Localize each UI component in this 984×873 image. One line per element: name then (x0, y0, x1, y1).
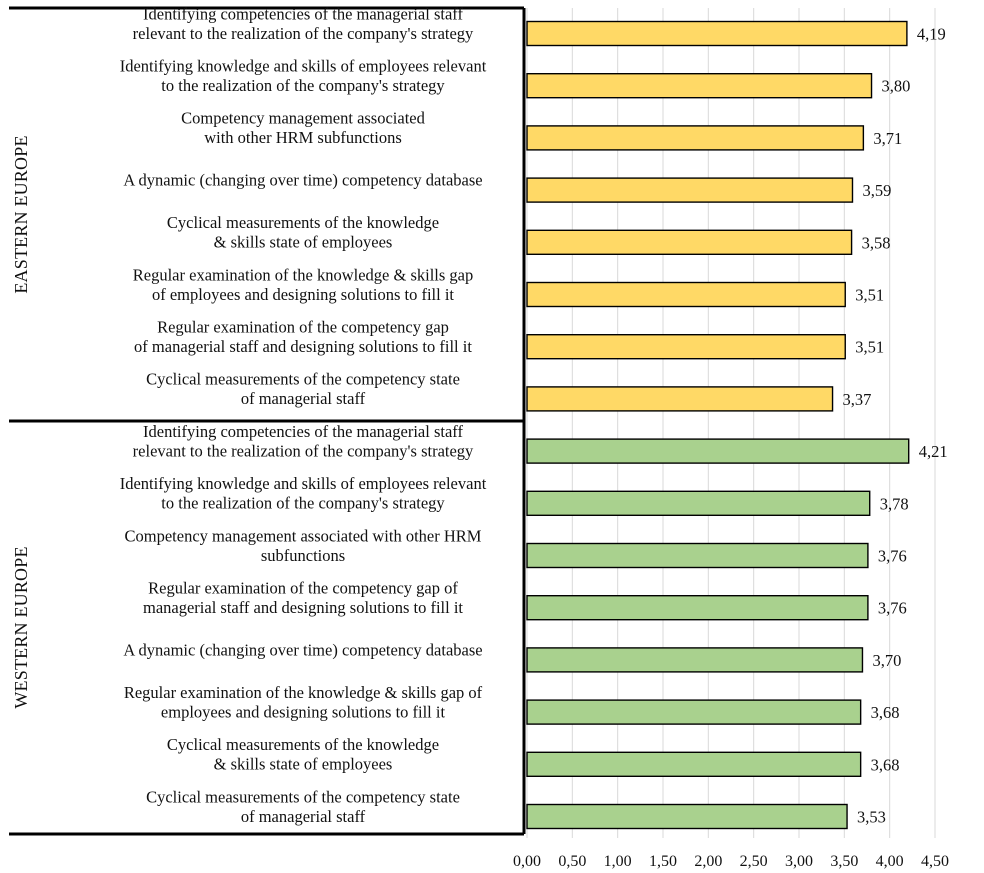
bar (526, 72, 873, 99)
x-tick-label: 4,50 (921, 853, 949, 870)
value-label: 3,51 (855, 286, 884, 305)
category-label: Regular examination of the knowledge & s… (133, 265, 473, 304)
bar (526, 177, 854, 203)
category-label: Regular examination of the competency ga… (143, 578, 463, 617)
bar (526, 647, 864, 673)
category-label: Identifying competencies of the manageri… (133, 4, 474, 43)
bars (526, 20, 910, 830)
x-tick-label: 3,50 (830, 853, 858, 870)
value-label: 3,58 (862, 233, 891, 252)
value-label: 3,76 (878, 547, 907, 566)
category-label: Identifying knowledge and skills of empl… (120, 56, 487, 95)
bar (526, 751, 862, 777)
category-label: A dynamic (changing over time) competenc… (123, 640, 482, 659)
value-label: 3,80 (882, 77, 911, 96)
bar (526, 542, 869, 569)
group-label: EASTERN EUROPE (11, 135, 31, 293)
x-axis: 0,00 0,50 1,00 1,50 2,00 2,50 3,00 3,50 4,00 4,50 (513, 853, 949, 870)
value-label: 3,53 (857, 808, 886, 827)
x-tick-label: 4,00 (876, 853, 904, 870)
x-tick-label: 1,50 (649, 853, 677, 870)
value-label: 3,78 (880, 494, 909, 513)
x-tick-label: 0,00 (513, 853, 541, 870)
value-labels: 4,19 3,80 3,71 3,59 3,58 3,51 3,51 3,37 4,21 3,78… (843, 25, 948, 827)
bar (526, 20, 908, 47)
category-label: Cyclical measurements of the competency … (146, 787, 460, 826)
x-tick-label: 0,50 (558, 853, 586, 870)
value-label: 3,37 (843, 390, 872, 409)
bar (526, 281, 846, 308)
bar (526, 595, 869, 621)
bar (526, 490, 871, 516)
group-label: WESTERN EUROPE (11, 546, 31, 708)
category-label: Cyclical measurements of the knowledge & … (167, 735, 439, 774)
bar (526, 386, 834, 412)
x-tick-label: 3,00 (785, 853, 813, 870)
bar (526, 229, 853, 256)
category-label: Regular examination of the competency ga… (134, 317, 472, 356)
category-label: A dynamic (changing over time) competenc… (123, 171, 482, 190)
bar (526, 438, 910, 464)
value-label: 3,51 (855, 338, 884, 357)
category-label: Cyclical measurements of the knowledge & … (167, 213, 439, 252)
bar (526, 803, 848, 830)
bar (526, 125, 865, 151)
value-label: 3,71 (873, 129, 902, 148)
x-tick-label: 1,00 (604, 853, 632, 870)
x-tick-label: 2,50 (740, 853, 768, 870)
value-label: 3,68 (871, 755, 900, 774)
value-label: 4,21 (919, 442, 948, 461)
value-label: 3,68 (871, 703, 900, 722)
value-label: 3,70 (872, 651, 901, 670)
bar (526, 334, 846, 360)
category-label: Competency management associated with oth… (181, 109, 425, 147)
value-label: 3,76 (878, 599, 907, 618)
category-label: Identifying knowledge and skills of empl… (120, 474, 487, 513)
category-labels: Identifying competencies of the manageri… (11, 4, 487, 826)
group-frame (9, 6, 526, 836)
x-tick-label: 2,00 (694, 853, 722, 870)
category-label: Regular examination of the knowledge & s… (124, 683, 483, 722)
category-label: Competency management associated with ot… (125, 526, 482, 565)
bar (526, 699, 862, 725)
value-label: 4,19 (917, 25, 946, 44)
category-label: Identifying competencies of the manageri… (133, 422, 474, 461)
value-label: 3,59 (862, 181, 891, 200)
category-label: Cyclical measurements of the competency … (146, 370, 460, 409)
